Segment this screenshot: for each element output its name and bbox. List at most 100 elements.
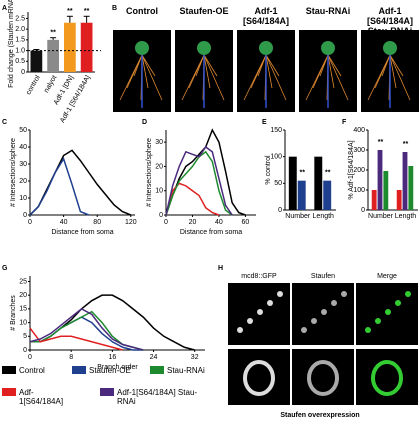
panel-letter: D [142, 119, 147, 126]
image-title: Adf-1 [S64/184A] [242, 6, 290, 26]
cell [267, 300, 273, 306]
y-tick-label: 25 [19, 278, 27, 285]
dendrite [327, 54, 342, 77]
y-tick-label: 400 [353, 127, 365, 134]
bar [323, 180, 332, 210]
value-label: ** [403, 141, 409, 148]
x-tick-label: 8 [69, 354, 73, 361]
x-tick-label: 24 [150, 354, 158, 361]
soma [383, 41, 397, 55]
panel-letter: B [112, 5, 117, 12]
x-tick-label: 0 [28, 219, 32, 226]
legend-swatch [2, 388, 16, 396]
cell [385, 309, 391, 315]
y-tick-label: 15 [19, 306, 27, 313]
soma [197, 41, 211, 55]
panel-letter: A [2, 5, 7, 12]
legend-swatch [2, 366, 16, 374]
y-tick-label: 0 [159, 212, 163, 219]
dendrite [257, 54, 267, 77]
y-axis-label: % Adf-1[S64/184A] [348, 140, 355, 199]
x-tick-label: Length [313, 213, 335, 220]
image-title: Adf-1 [S64/184A] Stau-RNAi [366, 6, 414, 36]
panel-letter: E [262, 119, 267, 126]
soma [321, 41, 335, 55]
dendrite [203, 54, 218, 77]
cell [301, 327, 307, 333]
cell [277, 291, 283, 297]
y-tick-label: 5 [23, 333, 27, 340]
dendrite [265, 54, 273, 89]
y-axis-label: % control [265, 155, 272, 185]
bar [288, 156, 297, 210]
cell-zoom [371, 360, 403, 396]
x-tick-label: 80 [93, 219, 101, 226]
bar [80, 22, 93, 72]
cell [311, 318, 317, 324]
y-tick-label: 10 [19, 319, 27, 326]
y-tick-label: 10 [155, 188, 163, 195]
series-line [29, 307, 144, 351]
image-title: Staufen-OE [179, 6, 229, 16]
y-tick-label: 2.0 [15, 26, 25, 33]
image-title: Stau-RNAi [305, 6, 351, 16]
x-tick-label: 0 [28, 354, 32, 361]
bar [377, 150, 383, 210]
panel-letter: C [2, 119, 7, 126]
bar [402, 152, 408, 210]
panel-letter: F [342, 119, 347, 126]
legend-item: Adf-1[S64/184A] [2, 388, 77, 406]
dendrite [265, 54, 280, 77]
series-line [29, 327, 123, 351]
y-axis-label: Fold change (Staufen mRNA) [8, 0, 15, 88]
x-tick-label: 120 [125, 219, 137, 226]
x-tick-label: Length [395, 213, 417, 220]
y-tick-label: 0 [23, 347, 27, 354]
bar [383, 171, 389, 210]
dendrite [203, 54, 225, 101]
y-tick-label: 100 [270, 154, 282, 161]
dendrite [265, 54, 287, 101]
y-tick-label: 300 [353, 147, 365, 154]
dendrite [133, 54, 143, 77]
micrograph [228, 349, 290, 405]
legend-item: Adf-1[S64/184A] Stau-RNAi [100, 388, 205, 406]
cell [405, 291, 411, 297]
x-tick-label: Number [368, 213, 394, 220]
cell [341, 291, 347, 297]
bar [64, 22, 76, 72]
y-tick-label: 0.5 [15, 58, 25, 65]
y-tick-label: 150 [270, 127, 282, 134]
y-tick-label: 30 [155, 139, 163, 146]
bar [314, 156, 323, 210]
y-tick-label: 0 [23, 212, 27, 219]
y-tick-label: 20 [19, 178, 27, 185]
x-axis-label: Branch order [97, 364, 138, 371]
value-label: ** [50, 30, 56, 37]
x-tick-label: 60 [242, 219, 250, 226]
legend-swatch [100, 388, 114, 396]
value-label: ** [67, 8, 73, 15]
y-tick-label: 0 [278, 207, 282, 214]
bar [371, 190, 377, 210]
x-axis-label: Distance from soma [180, 229, 242, 236]
x-tick-label: 40 [215, 219, 223, 226]
cell-zoom [307, 360, 339, 396]
cell [365, 327, 371, 333]
micrograph [356, 349, 418, 405]
dendrite [141, 54, 149, 89]
y-tick-label: 50 [274, 180, 282, 187]
y-tick-label: 0 [21, 69, 25, 76]
series-line [165, 150, 233, 216]
series-line [165, 182, 220, 216]
legend-item: Staufen-OE [72, 366, 147, 375]
caption: Staufen overexpression [280, 412, 359, 419]
y-tick-label: 20 [19, 292, 27, 299]
bar [30, 50, 43, 72]
dendrite [141, 54, 163, 101]
legend-label: Staufen-OE [89, 366, 131, 375]
dendrite [389, 54, 397, 89]
x-axis-label: Distance from soma [51, 229, 113, 236]
legend-label: Adf-1[S64/184A] Stau-RNAi [117, 388, 198, 406]
